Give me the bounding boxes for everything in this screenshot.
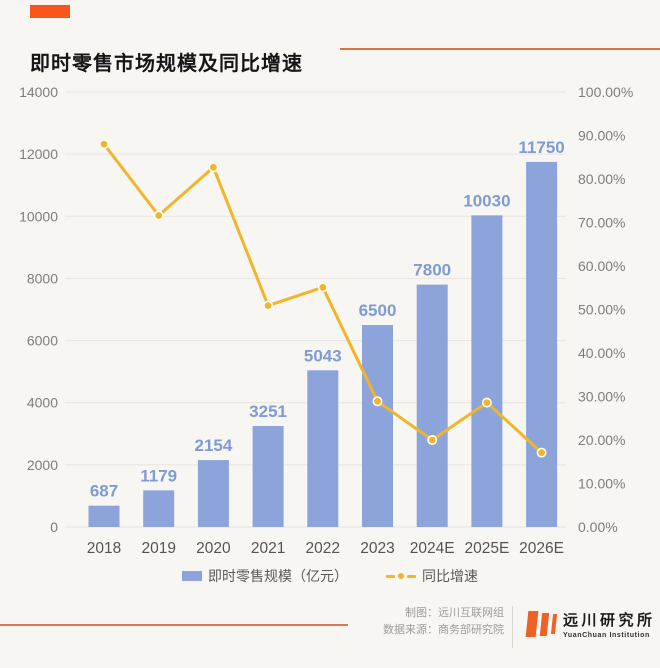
right-axis-tick: 60.00% [578,258,625,274]
x-axis-label-2024E: 2024E [410,540,455,557]
right-axis-tick: 30.00% [578,389,625,405]
legend-item-line: 同比增速 [386,566,478,586]
right-axis-tick: 10.00% [578,476,625,492]
chart-legend: 即时零售规模（亿元） 同比增速 [0,564,660,588]
x-axis-label-2020: 2020 [196,540,231,557]
x-axis-label-2021: 2021 [251,540,285,557]
bar-value-label: 7800 [413,261,451,280]
right-axis-tick: 20.00% [578,432,625,448]
bar-value-label: 11750 [518,138,564,157]
bar-2024E [416,284,448,527]
page-title: 即时零售市场规模及同比增速 [30,53,303,76]
logo-name-en: YuanChuan Institution [563,632,650,639]
line-series-swatch-icon [386,573,416,579]
credits: 制图：远川互联网组 数据来源：商务部研究院 [383,605,504,639]
left-axis-tick: 0 [50,519,58,535]
right-axis-tick: 0.00% [578,519,618,535]
credit-source: 数据来源：商务部研究院 [383,624,504,636]
line-point-2023 [372,396,383,407]
line-point-2019 [153,210,164,221]
left-axis-tick: 10000 [19,208,58,224]
footer-divider [512,606,513,648]
title-rule-line [340,48,660,50]
right-axis-tick: 50.00% [578,302,625,318]
line-point-2022 [317,282,328,293]
bar-value-label: 1179 [140,466,177,485]
bar-2023 [362,325,393,527]
x-axis-label-2023: 2023 [360,540,394,557]
footer-rule-line [0,624,348,626]
line-point-2024E [427,434,438,445]
credit-author: 制图：远川互联网组 [405,607,504,619]
bar-2019 [143,490,175,527]
bar-value-label: 2154 [194,436,232,455]
left-axis-tick: 4000 [27,395,58,411]
x-axis-label-2022: 2022 [306,540,340,557]
right-axis-tick: 90.00% [578,128,625,144]
x-axis-label-2018: 2018 [87,540,121,557]
chart-area: 14000 12000 10000 8000 6000 4000 2000 0 100.00% 9… [0,80,660,562]
right-axis-tick: 80.00% [578,171,625,187]
yuanchuan-logo: 远川研究所 YuanChuan Institution [525,609,656,639]
left-axis-tick: 14000 [19,84,58,100]
bar-value-label: 687 [90,482,118,501]
bar-2026E [526,161,558,527]
right-axis-tick: 100.00% [578,84,633,100]
right-axis-tick: 40.00% [578,345,625,361]
line-point-2021 [263,300,274,311]
bar-2020 [197,460,229,527]
bar-value-label: 3251 [249,402,287,421]
left-axis-tick: 2000 [27,457,58,473]
x-axis-label-2019: 2019 [141,540,175,557]
bar-value-label: 10030 [463,191,510,210]
right-axis-tick: 70.00% [578,215,625,231]
bar-2025E [471,215,503,527]
line-point-2025E [481,397,492,408]
bar-2022 [307,370,339,527]
legend-item-bar: 即时零售规模（亿元） [182,566,348,586]
logo-bars-icon [525,611,558,637]
bar-2021 [252,425,284,527]
bar-series-label: 即时零售规模（亿元） [208,568,348,584]
x-axis-label-2025E: 2025E [464,540,509,557]
line-point-2026E [536,447,547,458]
left-axis-tick: 6000 [27,333,58,349]
line-point-2018 [99,139,110,150]
bar-2018 [88,505,120,527]
x-axis-label-2026E: 2026E [519,540,564,557]
chart-canvas: 14000 12000 10000 8000 6000 4000 2000 0 100.00% 9… [19,84,633,557]
line-series-label: 同比增速 [422,568,478,584]
bar-value-label: 6500 [359,301,397,320]
logo-name-cn: 远川研究所 [563,612,656,629]
bar-series-swatch-icon [182,571,202,581]
line-point-2020 [208,162,219,173]
left-axis-tick: 8000 [27,270,58,286]
left-axis-tick: 12000 [19,146,58,162]
bar-value-label: 5043 [304,346,342,365]
brand-mark [30,5,70,18]
